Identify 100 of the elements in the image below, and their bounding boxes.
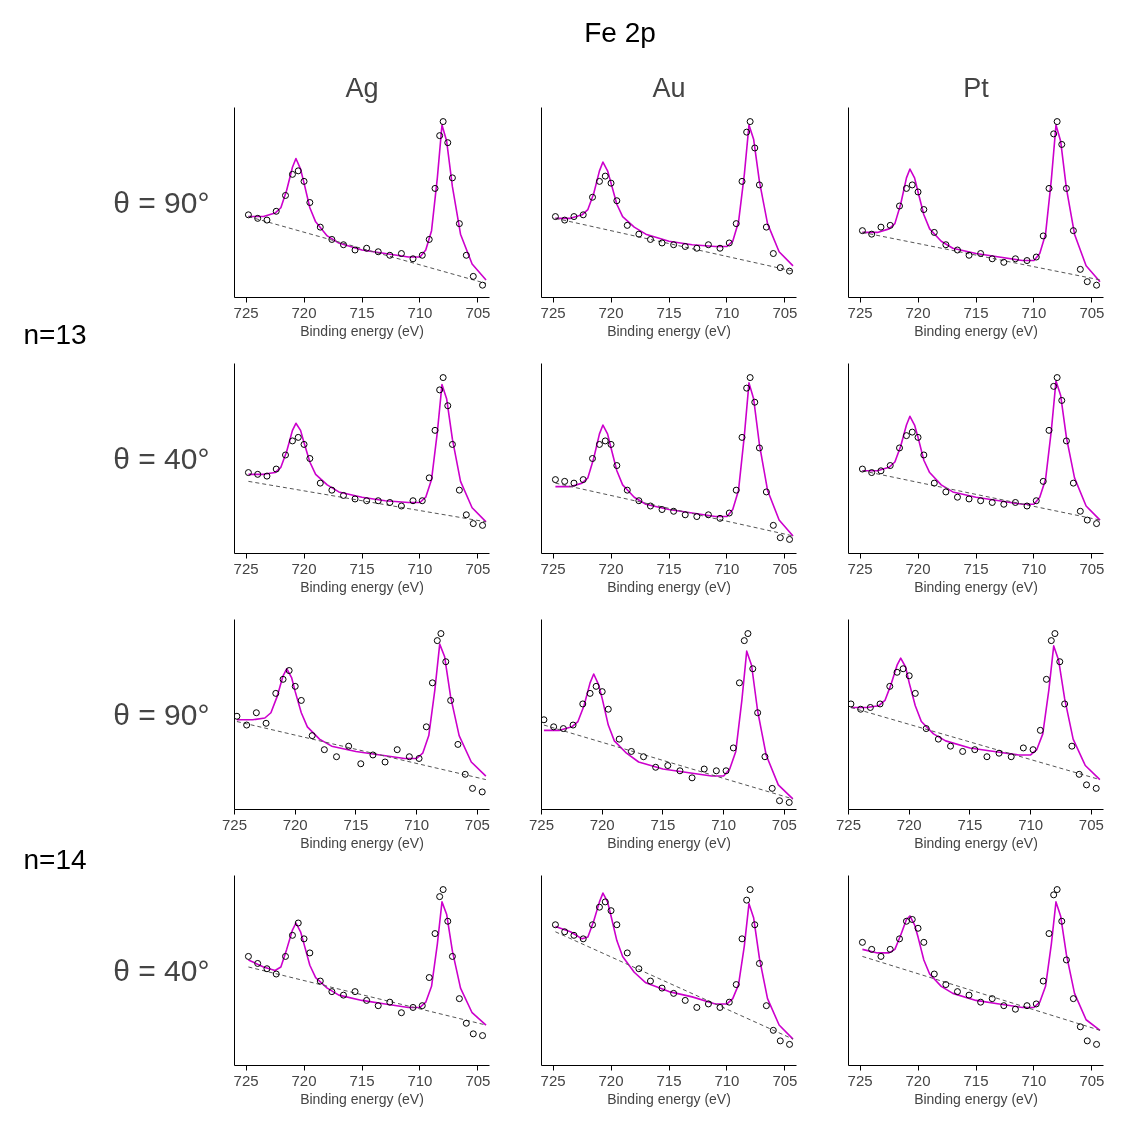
point: [448, 174, 456, 182]
point: [589, 921, 596, 929]
point: [908, 915, 916, 923]
point: [1032, 497, 1040, 505]
text: n=14: [23, 843, 87, 877]
point: [902, 184, 910, 192]
x-tick-label: 715: [349, 1071, 375, 1089]
point: [942, 981, 950, 989]
point: [914, 188, 922, 196]
point: [953, 493, 961, 501]
point: [409, 1003, 417, 1011]
point: [262, 719, 270, 727]
x-tick-label: 705: [772, 1071, 798, 1089]
x-tick-label: 705: [1078, 815, 1104, 833]
point: [738, 177, 746, 185]
point: [288, 931, 296, 939]
point: [282, 191, 289, 199]
point: [693, 513, 701, 521]
point: [615, 735, 623, 743]
x-axis-title: Binding energy (eV): [607, 578, 731, 595]
point: [857, 705, 865, 713]
point: [877, 467, 885, 475]
point: [374, 248, 382, 256]
point: [252, 709, 260, 717]
x-tick-label: 720: [282, 815, 308, 833]
point: [263, 965, 271, 973]
point: [930, 970, 938, 978]
point: [858, 227, 866, 235]
point: [439, 374, 447, 382]
x-tick-label: 710: [714, 303, 740, 321]
y-axis-title: θ = 40°: [113, 954, 210, 987]
point: [300, 177, 308, 185]
point: [339, 241, 347, 249]
x-tick-label: 715: [957, 815, 983, 833]
point: [1069, 227, 1077, 235]
point: [858, 465, 866, 473]
point: [652, 763, 660, 771]
point: [716, 514, 724, 522]
point: [1007, 753, 1015, 761]
text: n=13: [23, 318, 87, 352]
point: [455, 995, 463, 1003]
point: [914, 433, 922, 441]
point: [786, 1040, 794, 1048]
x-axis-title: Binding energy (eV): [300, 578, 424, 595]
point: [886, 221, 894, 229]
point: [959, 747, 967, 755]
point: [893, 668, 901, 676]
point: [911, 689, 919, 697]
point: [1093, 281, 1101, 289]
point: [607, 440, 615, 448]
point: [444, 917, 452, 925]
point: [234, 712, 241, 720]
point: [749, 665, 757, 673]
point: [693, 1003, 701, 1011]
point: [339, 991, 347, 999]
point: [393, 746, 401, 754]
point: [418, 251, 426, 259]
point: [320, 746, 328, 754]
point: [363, 996, 371, 1004]
point: [294, 919, 302, 927]
y-axis-title: θ = 40°: [113, 442, 210, 475]
chart-title: Au: [652, 72, 686, 103]
point: [351, 988, 359, 996]
point: [561, 216, 569, 224]
point: [1053, 886, 1061, 894]
point: [592, 682, 600, 690]
point: [965, 991, 973, 999]
point: [479, 521, 487, 529]
point: [357, 760, 365, 768]
point: [786, 535, 794, 543]
point: [448, 440, 456, 448]
point: [769, 250, 777, 258]
point: [570, 479, 578, 487]
point: [746, 886, 754, 894]
point: [415, 754, 423, 762]
point: [725, 998, 733, 1006]
point: [676, 767, 684, 775]
point: [601, 898, 609, 906]
point: [308, 732, 316, 740]
point: [866, 703, 874, 711]
point: [1050, 891, 1058, 899]
point: [1062, 184, 1070, 192]
point: [1023, 257, 1031, 265]
point: [670, 989, 678, 997]
point: [902, 432, 910, 440]
point: [272, 689, 280, 697]
point: [751, 921, 759, 929]
point: [922, 725, 930, 733]
point: [306, 949, 314, 957]
point: [595, 177, 603, 185]
x-tick-label: 705: [771, 815, 797, 833]
point: [439, 886, 447, 894]
point: [291, 682, 299, 690]
point: [953, 246, 961, 254]
point: [297, 696, 305, 704]
point: [1045, 184, 1053, 192]
point: [681, 996, 689, 1004]
point: [868, 469, 876, 477]
point: [397, 1009, 405, 1017]
point: [272, 465, 280, 473]
